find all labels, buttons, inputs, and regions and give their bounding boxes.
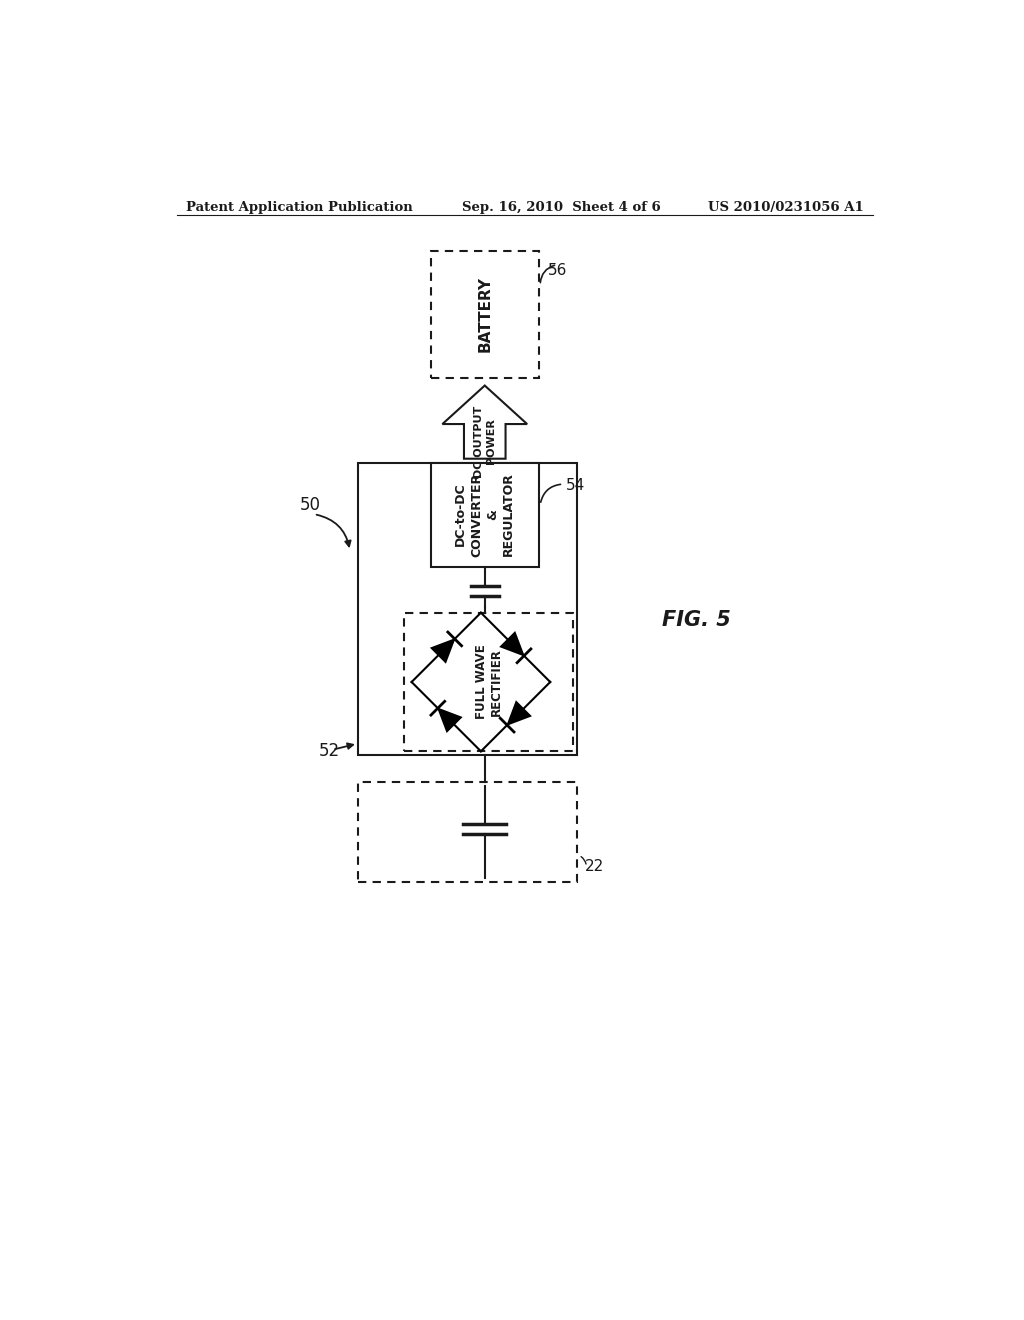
Polygon shape bbox=[432, 640, 454, 661]
Bar bbox=[431, 462, 539, 566]
Text: DC-to-DC
CONVERTER
&
REGULATOR: DC-to-DC CONVERTER & REGULATOR bbox=[455, 473, 515, 557]
Bar bbox=[403, 612, 573, 751]
Text: FULL WAVE
RECTIFIER: FULL WAVE RECTIFIER bbox=[474, 644, 503, 719]
Polygon shape bbox=[508, 702, 530, 725]
Text: FIG. 5: FIG. 5 bbox=[662, 610, 730, 631]
Text: Sep. 16, 2010  Sheet 4 of 6: Sep. 16, 2010 Sheet 4 of 6 bbox=[462, 201, 660, 214]
Bar bbox=[431, 251, 539, 378]
Text: 56: 56 bbox=[548, 263, 567, 277]
Polygon shape bbox=[442, 385, 527, 459]
Text: US 2010/0231056 A1: US 2010/0231056 A1 bbox=[708, 201, 863, 214]
Text: 52: 52 bbox=[319, 742, 340, 760]
Text: BATTERY: BATTERY bbox=[477, 276, 493, 352]
Text: 22: 22 bbox=[585, 859, 604, 874]
Text: 50: 50 bbox=[300, 496, 321, 513]
Text: DC OUTPUT
POWER: DC OUTPUT POWER bbox=[474, 405, 496, 478]
Bar bbox=[357, 781, 578, 882]
Polygon shape bbox=[438, 709, 461, 731]
Text: Patent Application Publication: Patent Application Publication bbox=[186, 201, 413, 214]
Bar bbox=[357, 462, 578, 755]
Text: 54: 54 bbox=[565, 478, 585, 494]
Polygon shape bbox=[501, 632, 523, 655]
